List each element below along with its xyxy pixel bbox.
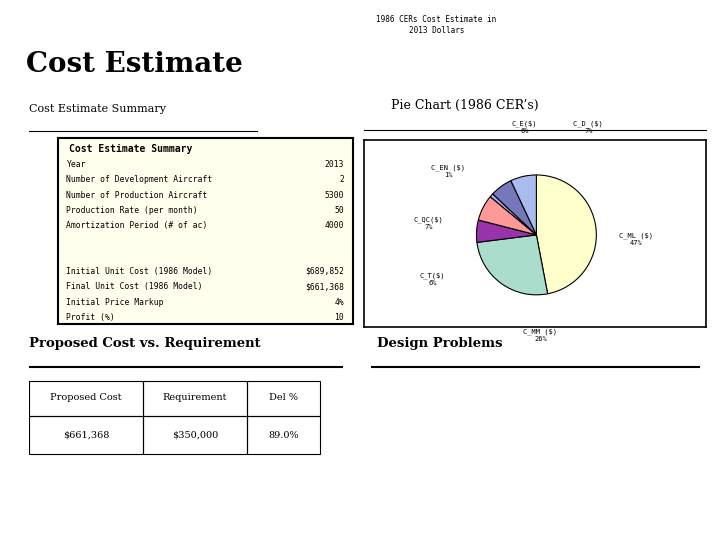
Text: Initial Price Markup: Initial Price Markup (66, 298, 164, 307)
Text: $661,368: $661,368 (63, 431, 109, 440)
Text: C_D ($)
7%: C_D ($) 7% (573, 120, 603, 134)
Text: Pie Chart (1986 CER’s): Pie Chart (1986 CER’s) (391, 99, 539, 112)
Text: C_E($)
6%: C_E($) 6% (512, 120, 537, 134)
Text: 2013: 2013 (325, 160, 344, 169)
Text: Production Rate (per month): Production Rate (per month) (66, 206, 198, 215)
Text: Number of Development Aircraft: Number of Development Aircraft (66, 176, 212, 184)
Bar (248, 381, 320, 416)
Bar (143, 381, 248, 416)
Text: 4000: 4000 (325, 221, 344, 230)
Text: 10: 10 (334, 313, 344, 322)
Text: Proposed Cost vs. Requirement: Proposed Cost vs. Requirement (29, 337, 261, 350)
Bar (29, 381, 143, 416)
Text: C_ML ($)
47%: C_ML ($) 47% (619, 232, 653, 246)
Text: C_T($)
6%: C_T($) 6% (420, 272, 445, 286)
Text: C_MM ($)
26%: C_MM ($) 26% (523, 328, 557, 342)
Text: Initial Unit Cost (1986 Model): Initial Unit Cost (1986 Model) (66, 267, 212, 276)
Wedge shape (477, 220, 536, 242)
Text: $661,368: $661,368 (305, 282, 344, 291)
Text: 5300: 5300 (325, 191, 344, 200)
Text: Number of Production Aircraft: Number of Production Aircraft (66, 191, 208, 200)
Wedge shape (478, 197, 536, 235)
Text: Del %: Del % (269, 394, 298, 402)
Bar (143, 416, 248, 454)
Text: 4%: 4% (334, 298, 344, 307)
Text: Proposed Cost: Proposed Cost (50, 394, 122, 402)
Wedge shape (490, 194, 536, 235)
Text: C_EN ($)
1%: C_EN ($) 1% (431, 164, 466, 178)
Text: Final Unit Cost (1986 Model): Final Unit Cost (1986 Model) (66, 282, 203, 291)
Text: Requirement: Requirement (163, 394, 228, 402)
Wedge shape (536, 175, 596, 294)
Wedge shape (511, 175, 536, 235)
Wedge shape (477, 235, 548, 295)
Text: 89.0%: 89.0% (269, 431, 299, 440)
Text: Cost Estimate Summary: Cost Estimate Summary (69, 144, 193, 154)
Text: $350,000: $350,000 (172, 431, 218, 440)
Text: $689,852: $689,852 (305, 267, 344, 276)
Text: Cost Estimate: Cost Estimate (27, 51, 243, 78)
Text: Cost Estimate Summary: Cost Estimate Summary (29, 104, 166, 114)
Text: Year: Year (66, 160, 86, 169)
Text: 2: 2 (339, 176, 344, 184)
Text: 1986 CERs Cost Estimate in
2013 Dollars: 1986 CERs Cost Estimate in 2013 Dollars (377, 16, 497, 35)
Text: Design Problems: Design Problems (377, 337, 503, 350)
Bar (29, 416, 143, 454)
Bar (248, 416, 320, 454)
Text: Amortization Period (# of ac): Amortization Period (# of ac) (66, 221, 208, 230)
Text: C_QC($)
7%: C_QC($) 7% (413, 216, 444, 229)
Text: Profit (%): Profit (%) (66, 313, 115, 322)
Text: 50: 50 (334, 206, 344, 215)
Wedge shape (492, 181, 536, 235)
